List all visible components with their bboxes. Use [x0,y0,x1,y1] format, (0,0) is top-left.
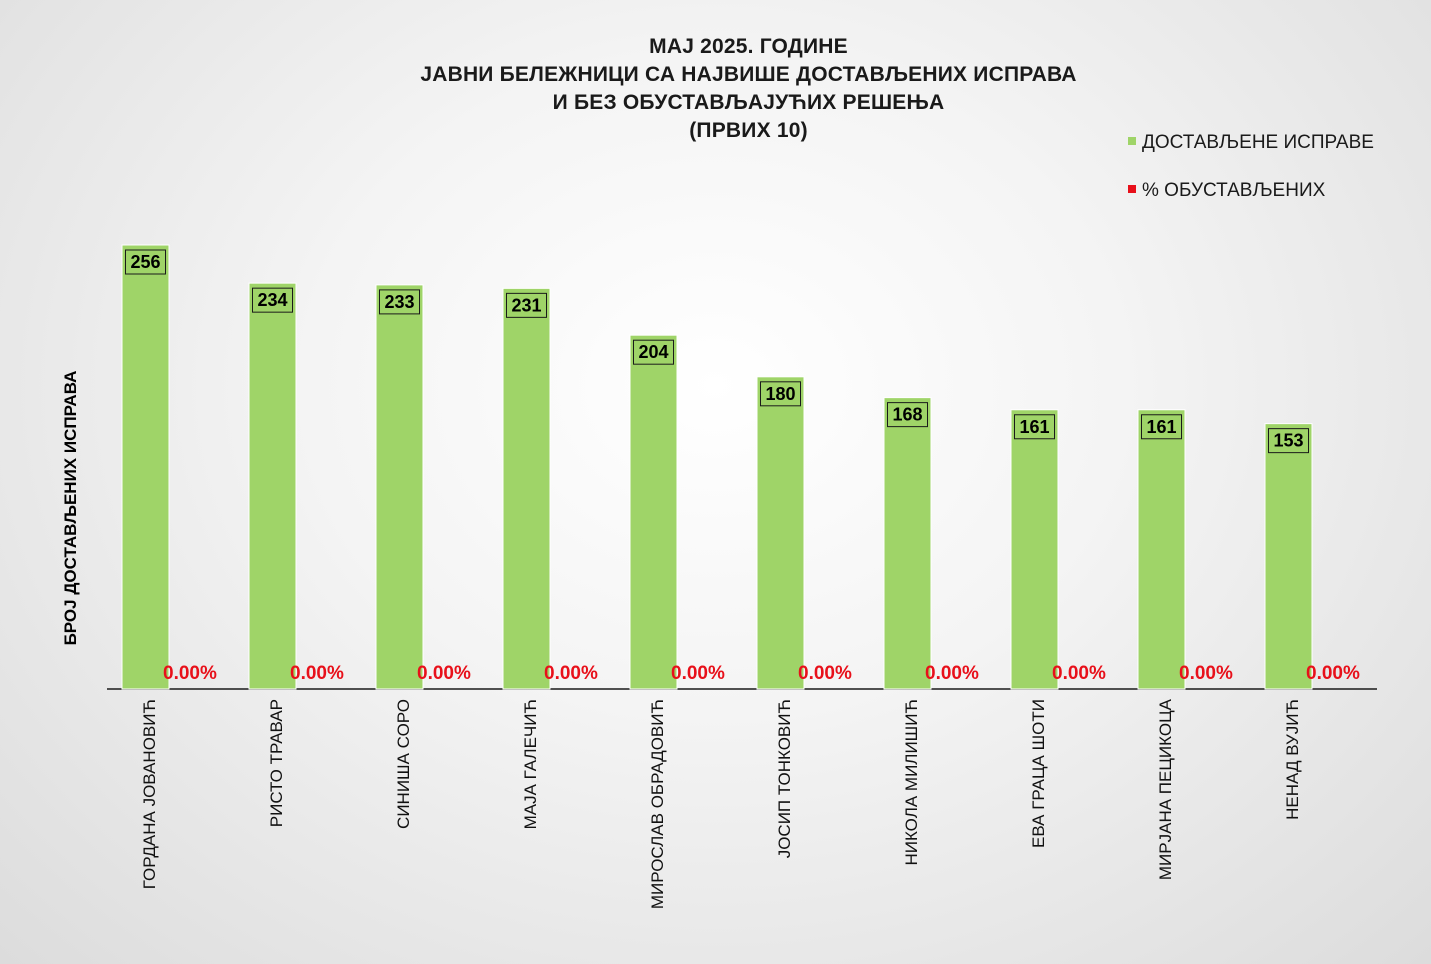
x-tick-label: МИРОСЛАВ ОБРАДОВИЋ [648,699,667,909]
data-label-box [1268,428,1309,454]
data-label-delivered: 256 [130,252,160,272]
data-label-delivered: 231 [511,295,541,315]
data-label-suspended-pct: 0.00% [1179,663,1233,684]
data-label-delivered: 153 [1273,431,1303,451]
chart-title-line-3: И БЕЗ ОБУСТАВЉАЈУЋИХ РЕШЕЊА [552,91,945,114]
chart-title-line-4: (ПРВИХ 10) [689,119,808,142]
data-label-suspended-pct: 0.00% [925,663,979,684]
bar-delivered [629,334,678,690]
data-label-box [379,289,420,315]
legend-swatch-green [1128,136,1136,145]
x-tick-label: ЕВА ГРАЦА ШОТИ [1029,699,1048,848]
bar-delivered [121,244,170,690]
bar-delivered [248,282,297,690]
chart-title-line-1: МАЈ 2025. ГОДИНЕ [649,35,848,58]
x-tick-label: РИСТО ТРАВАР [267,699,286,827]
legend-item-suspended: % ОБУСТАВЉЕНИХ [1128,180,1325,202]
bar-delivered [1010,409,1059,690]
data-label-suspended-pct: 0.00% [798,663,852,684]
data-label-box [633,339,674,365]
legend-swatch-red [1128,184,1136,193]
bar-delivered [1137,409,1186,690]
data-label-box [125,249,166,275]
x-tick-label: СИНИША СОРО [394,699,413,829]
bar-delivered [1264,423,1313,690]
data-label-box [887,402,928,428]
x-tick-label: НИКОЛА МИЛИШИЋ [902,699,921,866]
data-label-box [1014,414,1055,440]
data-label-suspended-pct: 0.00% [671,663,725,684]
legend-label-suspended: % ОБУСТАВЉЕНИХ [1142,180,1326,201]
data-label-box [506,292,547,318]
data-label-suspended-pct: 0.00% [290,663,344,684]
data-label-delivered: 180 [765,384,795,404]
bar-delivered [375,284,424,690]
x-tick-label: НЕНАД ВУЈИЋ [1283,699,1302,820]
legend-label-delivered: ДОСТАВЉЕНЕ ИСПРАВЕ [1142,132,1374,153]
data-label-box [1141,414,1182,440]
bar-delivered [756,376,805,690]
bar-delivered [883,397,932,690]
data-label-delivered: 234 [257,290,287,310]
data-label-suspended-pct: 0.00% [1306,663,1360,684]
data-label-box [760,381,801,407]
x-tick-label: МИРЈАНА ПЕЦИКОЦА [1156,698,1175,880]
x-tick-label: МАЈА ГАЛЕЧИЋ [521,699,540,829]
data-label-suspended-pct: 0.00% [417,663,471,684]
data-label-delivered: 168 [892,405,922,425]
data-label-suspended-pct: 0.00% [1052,663,1106,684]
data-label-delivered: 233 [384,292,414,312]
bar-delivered [502,287,551,690]
data-label-suspended-pct: 0.00% [544,663,598,684]
x-tick-label: ЈОСИП ТОНКОВИЋ [775,699,794,858]
data-label-delivered: 161 [1019,417,1049,437]
data-label-suspended-pct: 0.00% [163,663,217,684]
chart-title-line-2: ЈАВНИ БЕЛЕЖНИЦИ СА НАЈВИШЕ ДОСТАВЉЕНИХ И… [420,63,1077,86]
legend-item-delivered: ДОСТАВЉЕНЕ ИСПРАВЕ [1128,132,1374,154]
x-tick-label: ГОРДАНА ЈОВАНОВИЋ [140,699,159,889]
data-label-delivered: 161 [1146,417,1176,437]
data-label-delivered: 204 [638,342,668,362]
data-label-box [252,287,293,313]
